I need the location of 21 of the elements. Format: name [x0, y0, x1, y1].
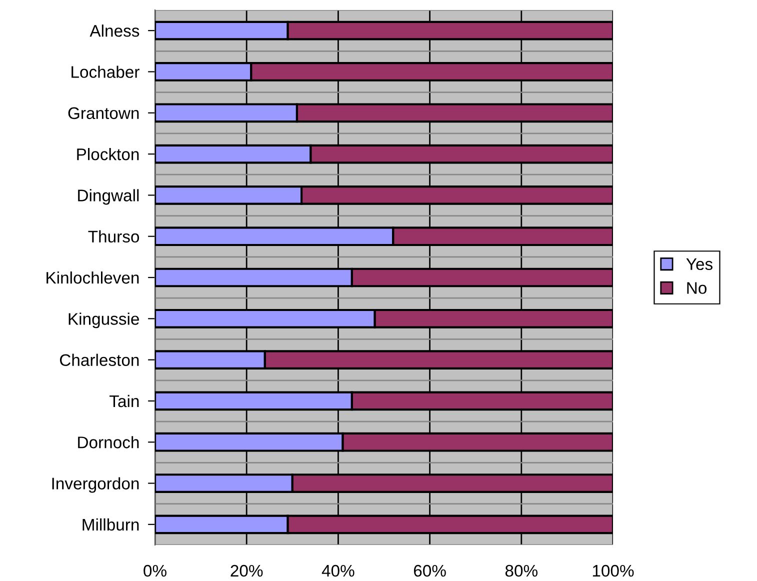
y-tick-label: Grantown	[68, 107, 139, 120]
y-tick-label: Charleston	[60, 354, 139, 366]
y-tick-label: Millburn	[82, 518, 139, 531]
legend-label: No	[687, 282, 706, 294]
y-tick-label: Invergordon	[52, 477, 139, 493]
x-tick-label: 40%	[322, 564, 354, 577]
y-tick-label: Tain	[110, 394, 139, 408]
y-tick-label: Kingussie	[68, 312, 139, 328]
y-tick-label: Kinlochleven	[46, 271, 139, 284]
y-tick-label: Dornoch	[78, 436, 139, 448]
x-tick-label: 0%	[144, 564, 166, 577]
legend-label: Yes	[686, 258, 712, 270]
x-tick-label: 100%	[592, 564, 634, 577]
x-tick-label: 80%	[505, 564, 538, 577]
y-tick-label: Dingwall	[78, 189, 139, 205]
x-tick-label: 60%	[414, 564, 446, 577]
x-tick-label: 20%	[230, 564, 263, 577]
y-tick-label: Thurso	[88, 230, 140, 243]
y-tick-label: Alness	[90, 24, 140, 37]
y-tick-label: Plockton	[77, 148, 139, 160]
y-tick-label: Lochaber	[72, 66, 140, 78]
